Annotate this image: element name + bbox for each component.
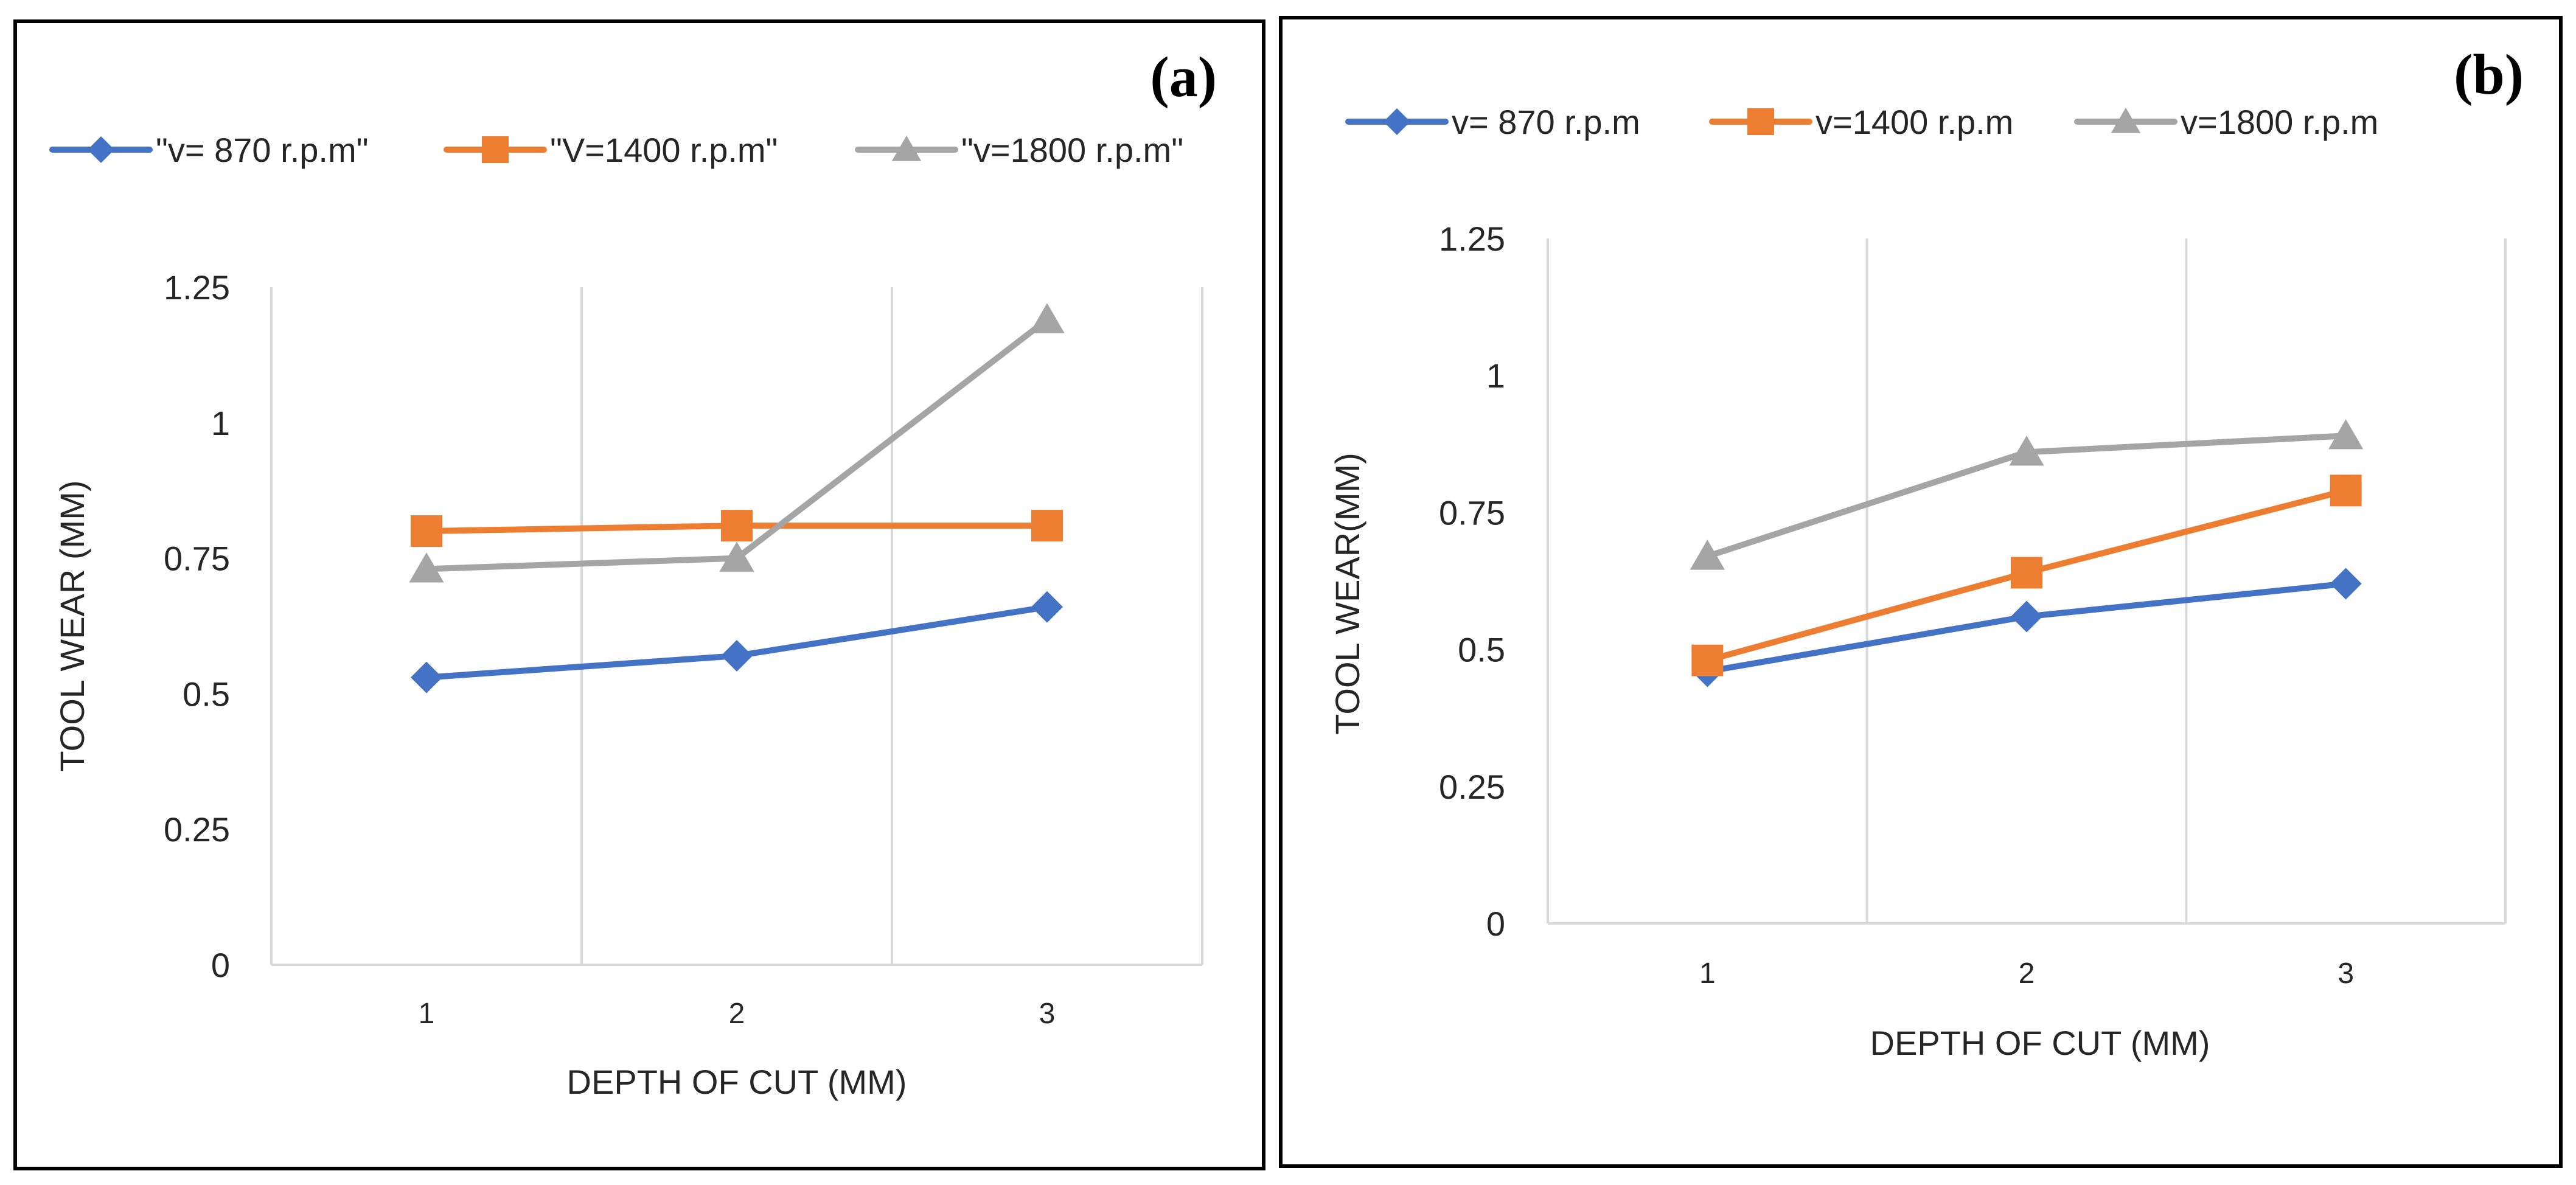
data-point bbox=[2330, 568, 2362, 600]
y-tick-label: 0.75 bbox=[164, 540, 230, 578]
legend-label: v=1400 r.p.m bbox=[1815, 103, 2013, 141]
legend-marker bbox=[891, 135, 922, 161]
legend-a: "v= 870 r.p.m" "V=1400 r.p.m" "v=1800 r.p.… bbox=[49, 131, 1183, 169]
data-point bbox=[1031, 591, 1063, 623]
grid-a bbox=[270, 287, 1203, 966]
data-point bbox=[1691, 644, 1724, 676]
y-tick-label: 0.25 bbox=[1439, 768, 1505, 806]
series-1 bbox=[1691, 568, 2362, 687]
legend-item: "v=1800 r.p.m" bbox=[855, 131, 1183, 169]
chart-b-svg: (b) v= 870 r.p.m v=1400 r.p.m v=1800 r.p.m… bbox=[1328, 43, 2524, 1062]
series-group-a bbox=[409, 303, 1065, 693]
chart-a-svg: (a) "v= 870 r.p.m" "V=1400 r.p.m" "v=1800 … bbox=[49, 46, 1217, 1101]
x-tick-label: 1 bbox=[419, 998, 435, 1030]
data-point bbox=[2328, 419, 2364, 450]
chart-panel-b: (b) v= 870 r.p.m v=1400 r.p.m v=1800 r.p.m… bbox=[1279, 16, 2563, 1168]
series-group-b bbox=[1690, 419, 2364, 687]
legend-label: v=1800 r.p.m bbox=[2181, 103, 2378, 141]
legend-item: v= 870 r.p.m bbox=[1345, 103, 1640, 141]
y-tick-label: 0 bbox=[1486, 905, 1505, 943]
legend-item: "v= 870 r.p.m" bbox=[49, 131, 368, 169]
x-tick-label: 2 bbox=[2019, 957, 2035, 990]
legend-marker bbox=[1747, 108, 1774, 135]
x-axis-title-a: DEPTH OF CUT (MM) bbox=[567, 1063, 907, 1101]
y-tick-label: 0 bbox=[211, 946, 230, 984]
y-tick-label: 0.5 bbox=[183, 675, 230, 713]
x-tick-label: 1 bbox=[1699, 957, 1716, 990]
x-tick-label: 2 bbox=[729, 998, 745, 1030]
y-tick-label: 1 bbox=[1486, 356, 1505, 395]
y-axis-title-a: TOOL WEAR (MM) bbox=[53, 480, 91, 771]
legend-marker bbox=[2111, 107, 2141, 133]
data-point bbox=[721, 510, 753, 542]
y-tick-label: 0.75 bbox=[1439, 493, 1505, 532]
y-tick-label: 0.25 bbox=[164, 810, 230, 849]
y-tick-label: 1 bbox=[211, 404, 230, 442]
legend-marker bbox=[88, 136, 114, 163]
data-point bbox=[411, 661, 442, 693]
x-tick-labels-a: 1 2 3 bbox=[419, 998, 1056, 1030]
data-point bbox=[719, 541, 754, 572]
series-1 bbox=[411, 591, 1063, 693]
legend-item: v=1400 r.p.m bbox=[1709, 103, 2013, 141]
x-tick-labels-b: 1 2 3 bbox=[1699, 957, 2354, 990]
chart-panel-a: (a) "v= 870 r.p.m" "V=1400 r.p.m" "v=1800 … bbox=[13, 19, 1265, 1170]
panel-label-a: (a) bbox=[1150, 46, 1217, 109]
y-tick-labels-b: 0 0.25 0.5 0.75 1 1.25 bbox=[1439, 220, 1505, 943]
data-point bbox=[2009, 436, 2044, 466]
x-axis-title-b: DEPTH OF CUT (MM) bbox=[1870, 1024, 2210, 1062]
series-2 bbox=[1691, 474, 2362, 676]
data-point bbox=[721, 640, 753, 672]
data-point bbox=[2011, 600, 2042, 633]
x-tick-label: 3 bbox=[1039, 998, 1056, 1030]
data-point bbox=[1031, 510, 1063, 542]
series-3 bbox=[1690, 419, 2364, 570]
y-tick-label: 1.25 bbox=[1439, 220, 1505, 258]
series-2 bbox=[411, 510, 1063, 547]
y-tick-label: 0.5 bbox=[1458, 631, 1505, 669]
legend-marker bbox=[1384, 108, 1410, 135]
series-3 bbox=[409, 303, 1065, 583]
x-tick-label: 3 bbox=[2338, 957, 2354, 990]
data-point bbox=[409, 552, 444, 583]
legend-marker bbox=[482, 136, 509, 163]
data-point bbox=[2011, 557, 2042, 589]
legend-label: "V=1400 r.p.m" bbox=[550, 131, 778, 169]
data-point bbox=[1029, 303, 1065, 333]
data-point bbox=[411, 515, 442, 547]
legend-item: v=1800 r.p.m bbox=[2074, 103, 2378, 141]
grid-b bbox=[1547, 238, 2507, 925]
legend-label: "v= 870 r.p.m" bbox=[156, 131, 368, 169]
data-point bbox=[1690, 540, 1725, 570]
legend-label: v= 870 r.p.m bbox=[1452, 103, 1640, 141]
panel-label-b: (b) bbox=[2454, 43, 2524, 106]
data-point bbox=[2330, 474, 2362, 507]
y-tick-label: 1.25 bbox=[164, 268, 230, 307]
legend-b: v= 870 r.p.m v=1400 r.p.m v=1800 r.p.m bbox=[1345, 103, 2378, 141]
legend-item: "V=1400 r.p.m" bbox=[444, 131, 778, 169]
legend-label: "v=1800 r.p.m" bbox=[961, 131, 1183, 169]
y-axis-title-b: TOOL WEAR(MM) bbox=[1328, 453, 1366, 735]
y-tick-labels-a: 0 0.25 0.5 0.75 1 1.25 bbox=[164, 268, 230, 984]
